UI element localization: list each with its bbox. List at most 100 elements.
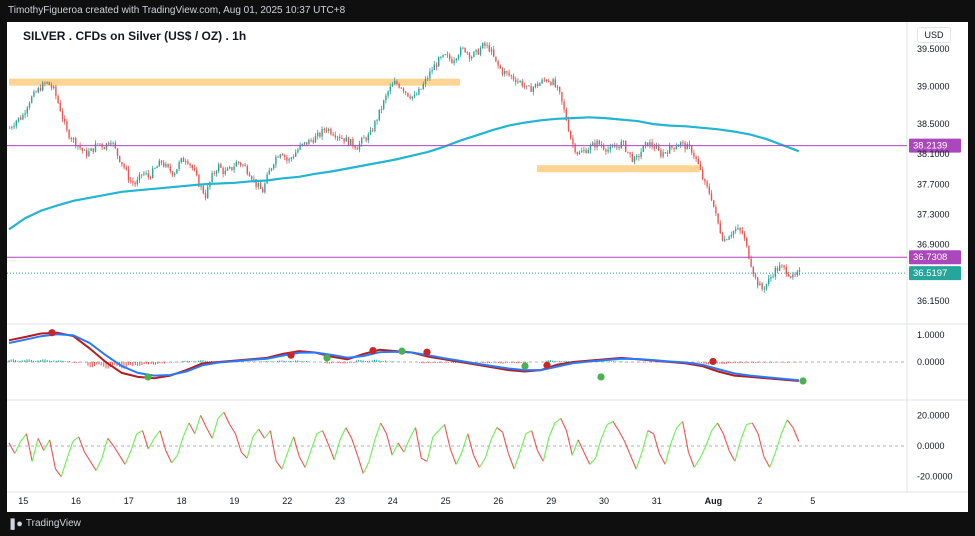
- candle-body: [15, 120, 17, 126]
- candle-body: [460, 48, 462, 56]
- oscillator-cross-marker: [144, 373, 152, 381]
- candle-body: [86, 149, 88, 157]
- candle-body: [787, 274, 790, 277]
- momentum-line-segment: [618, 430, 626, 442]
- candle-body: [163, 162, 165, 167]
- time-tick-label: Aug: [705, 496, 723, 506]
- momentum-line-segment: [188, 422, 196, 434]
- currency-button[interactable]: USD: [917, 27, 951, 43]
- candle-body: [774, 267, 776, 277]
- candle-body: [772, 276, 774, 278]
- candle-body: [215, 171, 218, 174]
- candle-body: [523, 86, 526, 87]
- oscillator-tick-label: 1.0000: [917, 330, 945, 340]
- candle-body: [169, 167, 171, 172]
- momentum-line-segment: [211, 418, 219, 439]
- candle-body: [508, 72, 510, 76]
- candle-body: [66, 121, 68, 131]
- candle-body: [618, 146, 620, 149]
- candle-body: [229, 166, 231, 169]
- candle-body: [251, 176, 253, 180]
- candle-body: [182, 158, 185, 162]
- candle-body: [90, 148, 92, 151]
- candle-body: [72, 138, 75, 140]
- candle-body: [479, 48, 482, 55]
- candle-body: [374, 121, 376, 132]
- momentum-line-segment: [351, 438, 358, 456]
- candle-body: [785, 267, 787, 275]
- time-tick-label: 22: [282, 496, 292, 506]
- candle-body: [499, 65, 501, 69]
- tradingview-logo[interactable]: ❚● TradingView: [8, 517, 81, 530]
- candle-body: [218, 164, 220, 172]
- candle-body: [728, 236, 730, 240]
- momentum-line-segment: [223, 412, 231, 425]
- candle-body: [75, 138, 77, 147]
- momentum-line-segment: [84, 451, 91, 462]
- candle-body: [264, 183, 266, 193]
- candle-body: [55, 86, 57, 97]
- candle-body: [178, 162, 180, 170]
- candle-body: [145, 173, 147, 175]
- candle-body: [103, 147, 105, 150]
- momentum-line-segment: [699, 445, 707, 459]
- candle-body: [11, 127, 13, 128]
- candle-body: [779, 265, 781, 271]
- momentum-line-segment: [490, 427, 498, 441]
- momentum-line-segment: [37, 438, 45, 451]
- candle-body: [323, 128, 325, 131]
- momentum-line-segment: [159, 430, 167, 451]
- candle-body: [17, 117, 20, 121]
- candle-body: [361, 137, 363, 144]
- momentum-line-segment: [687, 451, 695, 468]
- candle-body: [31, 96, 33, 103]
- momentum-line-segment: [264, 430, 271, 439]
- momentum-line-segment: [502, 432, 509, 454]
- chart-title: SILVER . CFDs on Silver (US$ / OZ) . 1h: [23, 29, 247, 43]
- time-tick-label: 24: [388, 496, 398, 506]
- candle-body: [526, 85, 528, 87]
- oscillator-cross-marker: [597, 373, 605, 381]
- candle-body: [13, 125, 15, 128]
- candle-body: [666, 152, 669, 154]
- time-tick-label: 25: [441, 496, 451, 506]
- candle-body: [757, 277, 759, 286]
- momentum-line-segment: [676, 421, 684, 428]
- candle-body: [332, 134, 334, 136]
- candle-body: [528, 85, 530, 87]
- candle-body: [255, 179, 257, 187]
- candle-body: [796, 271, 798, 275]
- candle-body: [468, 52, 471, 59]
- momentum-line-segment: [484, 439, 492, 459]
- chart-frame[interactable]: 38.2139 36.7308 36.5197 39.5000 39.0000 38.50…: [7, 22, 968, 512]
- momentum-line-segment: [345, 427, 353, 439]
- candle-body: [471, 56, 473, 59]
- momentum-line-segment: [176, 436, 184, 456]
- candle-body: [572, 138, 574, 145]
- candle-body: [138, 174, 141, 180]
- oscillator-cross-marker: [369, 347, 377, 355]
- oscillator-tick-label: 0.0000: [917, 357, 945, 367]
- candle-body: [380, 109, 383, 110]
- candle-body: [660, 150, 662, 157]
- candle-body: [92, 148, 94, 152]
- support-resistance-zone: [9, 78, 460, 86]
- momentum-line-segment: [513, 451, 521, 470]
- momentum-line-segment: [757, 433, 765, 457]
- candle-body: [416, 94, 418, 96]
- candle-body: [266, 174, 268, 184]
- candle-body: [288, 158, 290, 161]
- momentum-line-segment: [246, 436, 254, 459]
- candle-body: [556, 86, 559, 88]
- oscillator-cross-marker: [521, 362, 529, 370]
- candle-body: [490, 49, 493, 52]
- momentum-line-segment: [711, 422, 718, 431]
- candle-body: [119, 155, 121, 162]
- candle-body: [59, 103, 61, 112]
- candle-body: [110, 143, 112, 145]
- candle-body: [541, 79, 543, 84]
- candle-body: [717, 213, 719, 224]
- candle-body: [196, 170, 198, 175]
- chart-canvas[interactable]: 38.2139 36.7308 36.5197 39.5000 39.0000 38.50…: [7, 22, 968, 512]
- momentum-line-segment: [49, 439, 56, 470]
